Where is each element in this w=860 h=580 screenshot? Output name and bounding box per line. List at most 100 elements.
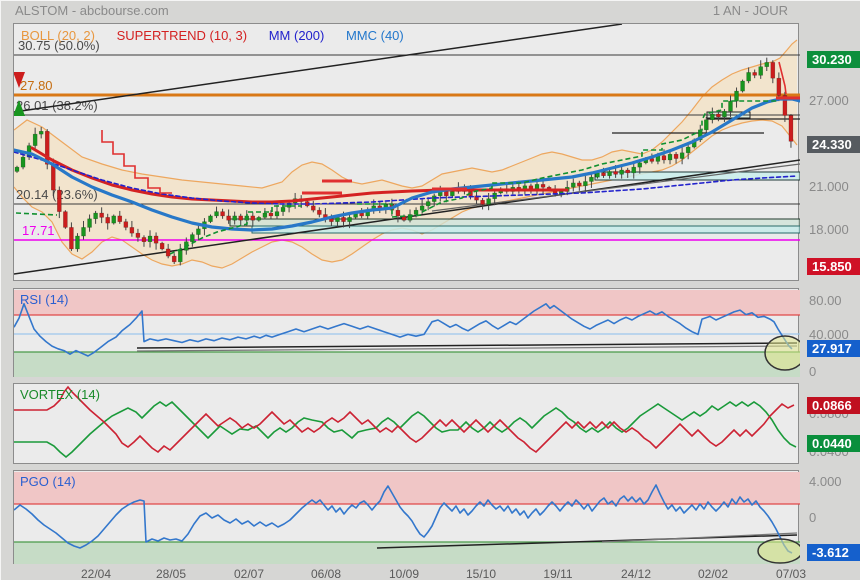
candle-body — [480, 199, 485, 205]
candle-body — [111, 215, 116, 224]
indicator-line — [14, 303, 793, 357]
date-tick-label[interactable]: 02/07 — [233, 567, 265, 580]
price-tick-label: 18.000 — [809, 222, 849, 237]
supertrend-bull — [421, 100, 777, 213]
legend-boll[interactable]: BOLL (20, 2) — [21, 28, 95, 43]
date-tick-label[interactable]: 06/08 — [310, 567, 342, 580]
signal-arrow-down — [14, 72, 25, 88]
candle-body — [165, 248, 171, 257]
legend-supertrend[interactable]: SUPERTREND (10, 3) — [116, 28, 248, 43]
candle-body — [764, 62, 770, 67]
candle-body — [208, 215, 213, 222]
candle-body — [329, 218, 334, 222]
candle-body — [280, 207, 286, 212]
candle-body — [226, 215, 231, 221]
candle-body — [698, 129, 703, 141]
candle-body — [534, 184, 540, 189]
mmc40-line — [14, 97, 800, 232]
instrument-title: ALSTOM - abcbourse.com — [15, 3, 169, 18]
candle-body — [788, 115, 794, 142]
pgo-value-badge: -3.612 — [807, 543, 860, 561]
candle-body — [129, 227, 135, 234]
price-chart-panel[interactable]: 30.75 (50.0%)27.8026.01 (38.2%)20.14 (23… — [13, 23, 800, 281]
rsi-tick-label: 0 — [809, 364, 817, 379]
candle-body — [238, 215, 243, 221]
candle-body — [716, 113, 721, 118]
zone — [14, 542, 800, 564]
candle-body — [20, 156, 26, 168]
date-tick-label[interactable]: 15/10 — [465, 567, 497, 580]
pgo-tick-label: 4.000 — [809, 474, 842, 489]
indicator-line — [14, 484, 793, 554]
candle-body — [685, 146, 691, 154]
supertrend-bull — [169, 205, 302, 255]
candle-body — [347, 217, 352, 222]
candle-body — [147, 235, 153, 243]
candle-body — [486, 198, 491, 205]
candle-body — [413, 209, 419, 215]
candle-body — [540, 184, 546, 188]
timeframe-label: 1 AN - JOUR — [712, 3, 788, 18]
trendline — [136, 345, 798, 352]
candle-body — [407, 214, 413, 221]
bollinger-upper — [14, 39, 798, 189]
pgo-panel[interactable]: PGO (14) — [13, 470, 800, 564]
date-tick-label[interactable]: 24/12 — [620, 567, 652, 580]
mainPanel-canvas: 30.75 (50.0%)27.8026.01 (38.2%)20.14 (23… — [14, 24, 800, 275]
candle-body — [782, 95, 788, 116]
rsi-panel[interactable]: RSI (14) — [13, 288, 800, 377]
vortex-title: VORTEX (14) — [20, 387, 100, 402]
legend-mm200[interactable]: MM (200) — [268, 28, 325, 43]
candle-body — [69, 227, 74, 250]
candle-body — [93, 212, 98, 220]
date-tick-label[interactable]: 28/05 — [155, 567, 187, 580]
candle-body — [81, 227, 86, 237]
candle-body — [250, 215, 256, 221]
candle-body — [256, 217, 262, 221]
candle-body — [63, 211, 68, 228]
trendline — [431, 163, 800, 212]
trendline — [14, 24, 623, 113]
candle-body — [87, 218, 92, 228]
legend-mmc40[interactable]: MMC (40) — [345, 28, 404, 43]
price-badge: 24.330 — [807, 135, 860, 153]
candle-body — [661, 155, 667, 161]
date-tick-label[interactable]: 10/09 — [388, 567, 420, 580]
signal-highlight-circle — [757, 538, 800, 564]
price-tick-label: 21.000 — [809, 179, 849, 194]
candle-body — [589, 176, 594, 182]
trendline — [136, 342, 798, 349]
candle-body — [728, 100, 733, 112]
vortexPanel-canvas — [14, 385, 797, 459]
rsi-value-badge: 27.917 — [807, 339, 860, 357]
candle-body — [619, 169, 624, 175]
candle-body — [601, 172, 606, 177]
signal-highlight-circle — [764, 335, 800, 371]
candle-body — [607, 171, 612, 177]
sr-zone — [594, 171, 800, 181]
candle-body — [776, 77, 782, 96]
level-label: 30.75 (50.0%) — [18, 38, 100, 53]
pgo-title: PGO (14) — [20, 474, 76, 489]
vortex-plus-line — [14, 400, 797, 459]
date-tick-label[interactable]: 22/04 — [80, 567, 112, 580]
red-ma-line — [30, 146, 569, 204]
candle-body — [758, 66, 763, 76]
candle-body — [123, 221, 129, 228]
rsi-title: RSI (14) — [20, 292, 69, 307]
candle-body — [286, 202, 292, 208]
candle-body — [710, 113, 715, 121]
date-tick-label[interactable]: 02/02 — [697, 567, 729, 580]
date-tick-label[interactable]: 19/11 — [543, 567, 573, 580]
candle-body — [395, 209, 401, 217]
zone — [14, 290, 800, 315]
vortex-panel[interactable]: VORTEX (14) — [13, 383, 799, 464]
candle-body — [14, 166, 20, 172]
candle-body — [32, 133, 38, 146]
candle-body — [141, 237, 147, 243]
level-label: 27.80 — [20, 78, 53, 93]
signal-arrow-up — [14, 100, 25, 116]
date-tick-label[interactable]: 07/03 — [775, 567, 807, 580]
candle-body — [262, 212, 268, 218]
candle-body — [99, 212, 104, 218]
